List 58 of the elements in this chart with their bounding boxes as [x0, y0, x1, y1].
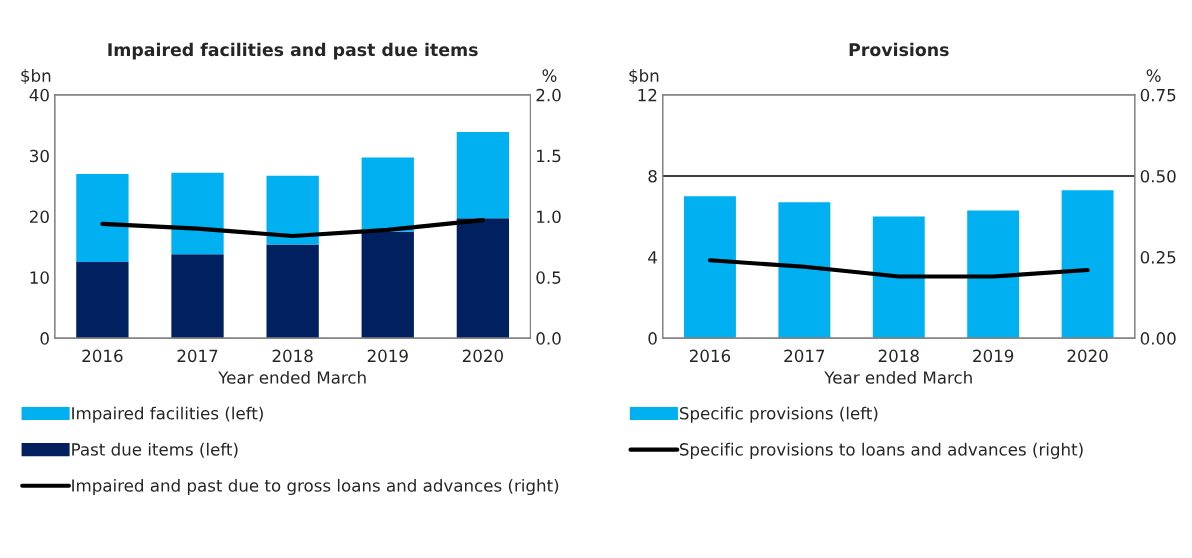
legend-label: Specific provisions to loans and advances (right) [679, 442, 1083, 459]
chart-title: Provisions [849, 42, 949, 57]
bar [76, 262, 129, 339]
y2-tick-label: 0.5 [536, 271, 561, 284]
x-tick-label: 2018 [272, 349, 313, 363]
y-tick-label: 0 [648, 332, 657, 345]
y2-tick-label: 2.0 [536, 88, 561, 102]
y2-tick-label: 1.5 [537, 149, 561, 163]
bar [967, 210, 1020, 339]
bar [1061, 190, 1114, 339]
x-tick-label: 2016 [82, 349, 123, 363]
bar [361, 231, 414, 339]
y2-tick-label: 0.25 [1140, 251, 1176, 264]
bar [683, 196, 736, 339]
bar [778, 202, 831, 339]
legend-label: Specific provisions (left) [679, 406, 878, 423]
bar [171, 172, 224, 255]
y-tick-label: 10 [30, 271, 49, 284]
bar [456, 218, 510, 339]
y-tick-label: 20 [29, 210, 49, 224]
y-tick-label: 4 [648, 251, 657, 264]
bar [361, 157, 414, 232]
y-tick-label: 30 [30, 149, 49, 163]
x-tick-label: 2017 [177, 349, 218, 363]
x-tick-label: 2019 [367, 349, 408, 363]
legend-label: Impaired and past due to gross loans and advances (right) [72, 478, 559, 496]
y-axis-title: $bn [629, 69, 659, 85]
y-tick-label: 12 [638, 88, 657, 102]
bar [872, 216, 925, 339]
y-tick-label: 40 [29, 88, 49, 102]
line-series [707, 258, 1090, 279]
chart-title: Impaired facilities and past due items [108, 42, 478, 60]
y2-tick-label: 0.0 [536, 332, 561, 345]
x-tick-label: 2017 [784, 349, 825, 363]
y2-tick-label: 0.75 [1140, 88, 1176, 102]
line-series [100, 218, 485, 239]
y2-tick-label: 0.00 [1140, 332, 1176, 345]
bar [171, 254, 224, 339]
x-tick-label: 2019 [973, 349, 1014, 363]
x-tick-label: 2016 [689, 349, 731, 363]
y2-tick-label: 0.50 [1140, 169, 1176, 183]
y2-tick-label: 1.0 [537, 210, 561, 224]
y2-axis-title: % [1146, 69, 1161, 82]
x-axis-title: Year ended March [824, 370, 972, 384]
y-tick-label: 0 [40, 332, 49, 345]
y2-axis-title: % [542, 69, 557, 82]
legend-label: Past due items (left) [72, 442, 238, 458]
bar [266, 175, 319, 245]
x-tick-label: 2020 [462, 349, 503, 363]
y-axis-title: $bn [21, 69, 51, 85]
y-tick-label: 8 [648, 169, 657, 183]
x-tick-label: 2018 [878, 349, 919, 363]
x-tick-label: 2020 [1067, 349, 1108, 363]
bar [456, 131, 510, 219]
x-axis-title: Year ended March [218, 370, 366, 384]
bar [76, 173, 129, 263]
bar [266, 244, 319, 339]
legend-label: Impaired facilities (left) [72, 406, 263, 423]
